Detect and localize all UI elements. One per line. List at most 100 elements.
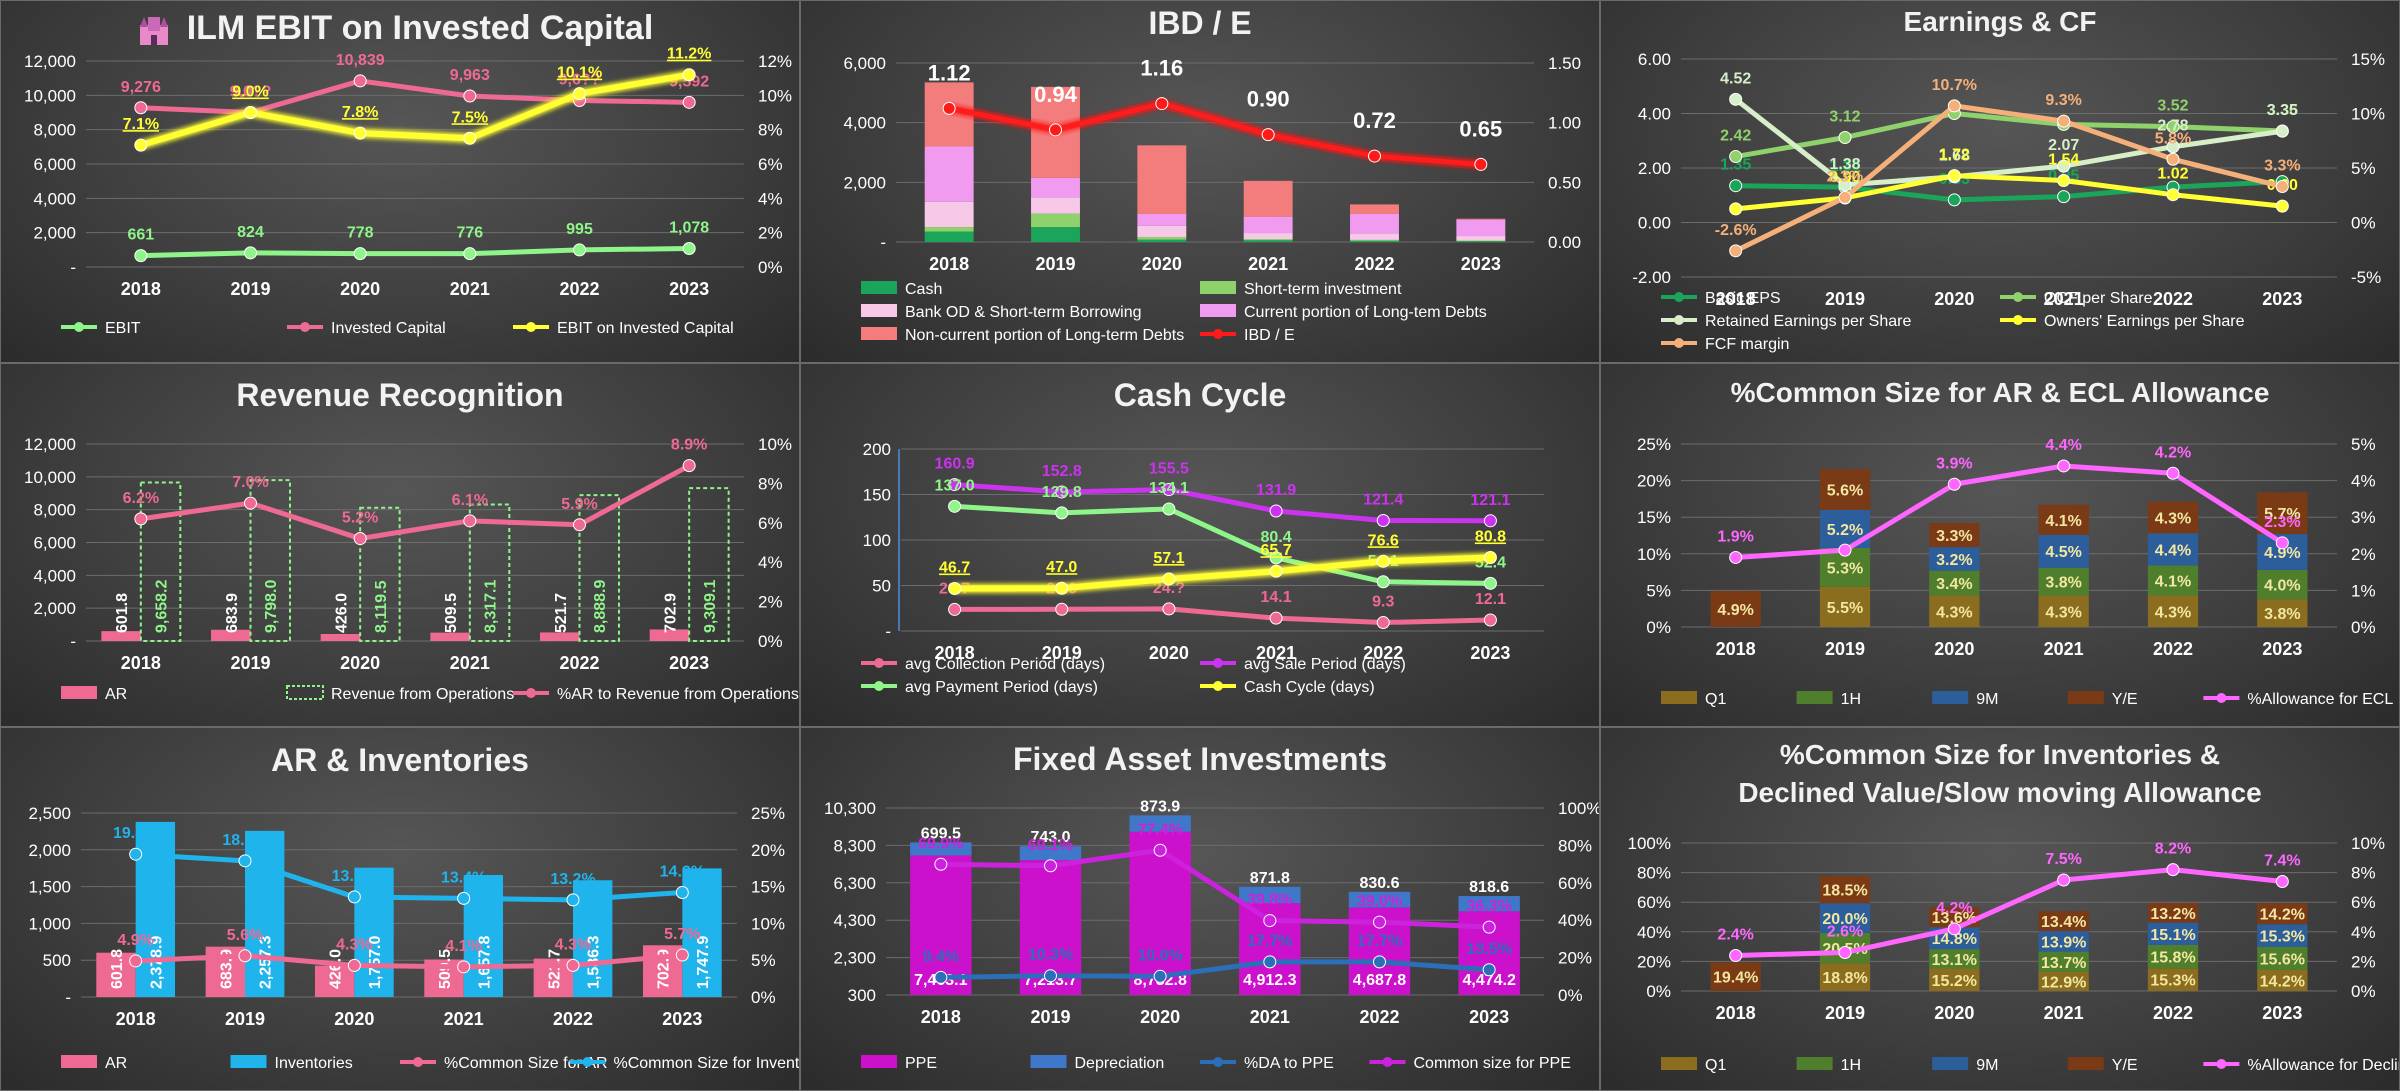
point-avg-payment-period-days — [1483, 576, 1497, 590]
point-common-size-for-inventories — [347, 890, 361, 904]
legend-marker — [1674, 292, 1684, 302]
bar-inventories — [135, 821, 176, 997]
point-cash-cycle-days — [948, 582, 962, 596]
data-label: 7.4% — [2264, 852, 2300, 869]
data-label: 14.2% — [2260, 907, 2305, 924]
legend: EBIT Invested Capital EBIT on Invested Cap… — [61, 320, 734, 337]
series-line-retained-earnings-per-share — [1734, 97, 2283, 188]
y2-tick-label: 25% — [751, 804, 785, 823]
x-tick-label: 2023 — [1461, 254, 1501, 274]
point-ebit — [463, 247, 477, 261]
y2-tick-label: 0.00 — [1548, 233, 1581, 252]
data-label: 601.8 — [109, 949, 126, 989]
data-label: 9,6?? — [559, 71, 601, 88]
series-line-avg-payment-period-days — [954, 503, 1491, 586]
y2-tick-label: 4% — [758, 553, 783, 572]
data-label: 3.35 — [2267, 102, 2298, 119]
series-line-common-size-for-inventories — [135, 851, 683, 903]
data-label: 4.5% — [2045, 544, 2081, 561]
data-label: 995 — [566, 221, 593, 238]
data-label: 129.8 — [1042, 484, 1082, 501]
data-label: 7.1% — [123, 116, 159, 133]
data-label: 18.5% — [1822, 883, 1867, 900]
data-label: 1,747.9 — [695, 936, 712, 989]
data-label: 9,0?? — [230, 84, 272, 101]
x-tick-label: 2022 — [553, 1009, 593, 1029]
y-tick-label: 12,000 — [24, 52, 76, 71]
legend-item-bank-od-short-term-borrowing: Bank OD & Short-term Borrowing — [861, 304, 1142, 321]
y-tick-label: 40% — [1637, 923, 1671, 942]
data-label: 8.2% — [2155, 841, 2191, 858]
series-line-owners-earnings-per-share — [1735, 173, 2283, 212]
point-avg-sale-period-days — [1055, 485, 1069, 499]
y-tick-label: 20% — [1637, 472, 1671, 491]
legend-label: %Allowance for Declined Value / Slow Mov… — [2247, 1057, 2399, 1074]
chart-title-line2: Declined Value/Slow moving Allowance — [1738, 777, 2261, 808]
legend-item-ebit-on-invested-capital: EBIT on Invested Capital — [513, 320, 734, 337]
y-tick-label: 4.00 — [1638, 105, 1671, 124]
legend: Cash Short-term investment Bank OD & Short… — [861, 281, 1487, 344]
legend-item-common-size-for-ar: %Common Size for AR — [400, 1055, 608, 1072]
point-ar-to-revenue-from-operations — [682, 459, 696, 473]
legend-item-avg-sale-period-days: avg Sale Period (days) — [1200, 656, 1406, 673]
data-label: 137.0 — [935, 477, 975, 494]
legend-swatch — [1796, 1057, 1833, 1070]
data-label: 1.9% — [1717, 528, 1753, 545]
point-owners-earnings-per-share — [2166, 188, 2180, 202]
series-line-allowance-for-declined-value-slow-moving — [1735, 867, 2283, 958]
data-label: 871.8 — [1250, 870, 1290, 887]
point-common-size-for-inventories — [457, 891, 471, 905]
legend-label: avg Payment Period (days) — [905, 679, 1098, 696]
data-label: 13.4% — [441, 869, 486, 886]
legend-item-non-current-portion-of-long-term-debts: Non-current portion of Long-term Debts — [861, 327, 1184, 344]
y-tick-label: 0.00 — [1638, 214, 1671, 233]
series-line-ocf-per-share — [1735, 111, 2283, 160]
point-ebit-on-invested-capital — [463, 131, 477, 145]
point-fcf-margin — [2275, 180, 2289, 194]
bar-ar — [96, 952, 136, 997]
data-label: 521.7 — [553, 593, 570, 633]
y2-tick-label: 6% — [758, 514, 783, 533]
bar-cash — [1031, 227, 1080, 242]
point-avg-collection-period-days — [1269, 611, 1283, 625]
legend-label: %Allowance for ECL — [2247, 691, 2393, 708]
point-basic-eps — [1729, 179, 1743, 193]
point-avg-collection-period-days — [1162, 602, 1176, 616]
data-label: 4.2% — [2155, 444, 2191, 461]
bar-non-current-portion-of-long-term-debts — [1456, 218, 1506, 220]
legend-marker — [526, 322, 536, 332]
point-allowance-for-declined-value-slow-moving — [1729, 948, 1743, 962]
point-ebit-on-invested-capital — [244, 106, 257, 119]
data-label: 13.6% — [332, 868, 377, 885]
series-line-invested-capital — [140, 78, 690, 115]
bar-cash — [1350, 240, 1399, 242]
y-tick-label: - — [65, 988, 71, 1007]
y2-tick-label: 10% — [2351, 834, 2385, 853]
data-label: 13.5% — [1466, 941, 1511, 958]
point-invested-capital — [682, 95, 696, 109]
point-ibd-e — [1155, 97, 1169, 111]
point-allowance-for-declined-value-slow-moving — [1947, 922, 1961, 936]
bar-revenue-from-operations — [688, 487, 730, 642]
data-label: 0.90 — [1247, 87, 1290, 112]
y-tick-label: 4,000 — [33, 566, 76, 585]
y-tick-label: 2,000 — [33, 224, 76, 243]
point-basic-eps — [1947, 193, 1961, 207]
data-label: 0.90 — [1829, 169, 1860, 186]
data-label: 4.3% — [2155, 511, 2191, 528]
legend-label: PPE — [905, 1055, 937, 1072]
legend-swatch — [861, 304, 897, 317]
data-label: 80.8 — [1475, 528, 1506, 545]
data-label: 702.9 — [662, 593, 679, 633]
point-ocf-per-share — [1729, 150, 1743, 164]
legend-label: Q1 — [1705, 691, 1726, 708]
data-label: 13.2% — [550, 871, 595, 888]
legend-label: avg Sale Period (days) — [1244, 656, 1406, 673]
legend-label: Basic EPS — [1705, 290, 1781, 307]
legend-marker — [1674, 315, 1684, 325]
bar-revenue-from-operations — [139, 481, 182, 642]
legend-label: %AR to Revenue from Operations — [557, 686, 799, 703]
legend-label: Q1 — [1705, 1057, 1726, 1074]
legend-item-allowance-for-declined-value-slow-moving: %Allowance for Declined Value / Slow Mov… — [2203, 1057, 2399, 1074]
data-label: 426.0 — [328, 949, 345, 989]
